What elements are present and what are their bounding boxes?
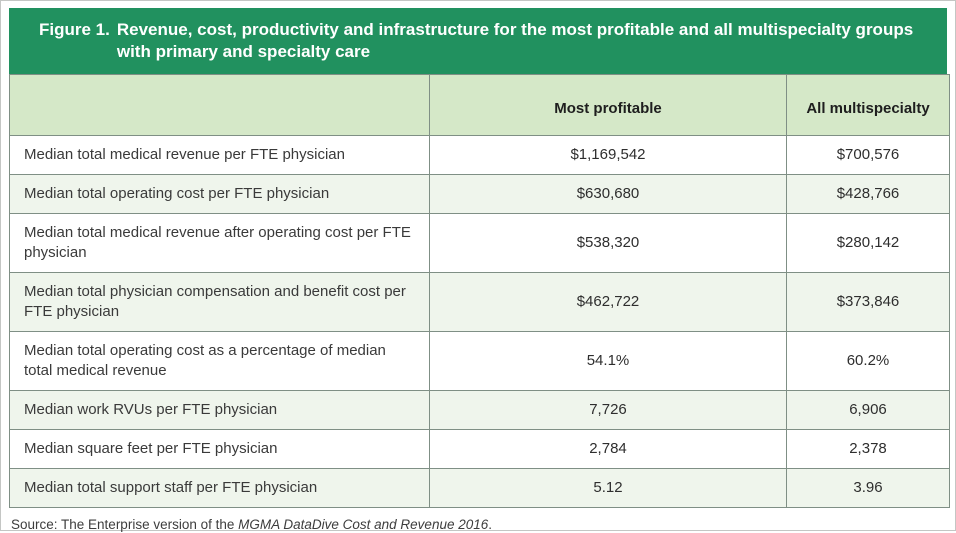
most-profitable-value: 2,784 (429, 429, 787, 469)
all-multispecialty-value: $700,576 (786, 135, 950, 175)
most-profitable-value: $462,722 (429, 272, 787, 332)
most-profitable-value: 7,726 (429, 390, 787, 430)
source-citation: MGMA DataDive Cost and Revenue 2016 (238, 517, 489, 532)
table-row: Median total medical revenue per FTE phy… (9, 135, 950, 175)
most-profitable-value: 5.12 (429, 468, 787, 508)
all-multispecialty-value: 6,906 (786, 390, 950, 430)
header-cell-all-multispecialty: All multispecialty (786, 74, 950, 136)
row-label: Median square feet per FTE physician (9, 429, 430, 469)
source-text: Source: The Enterprise version of the (11, 517, 239, 532)
source-period: . (488, 517, 493, 532)
figure-title-line2: with primary and specialty care (116, 42, 371, 61)
header-cell-metric (9, 74, 430, 136)
table-header: Most profitable All multispecialty (9, 74, 950, 136)
most-profitable-value: $538,320 (429, 213, 787, 273)
row-label: Median total medical revenue per FTE phy… (9, 135, 430, 175)
row-label: Median work RVUs per FTE physician (9, 390, 430, 430)
table-row: Median total support staff per FTE physi… (9, 468, 950, 508)
header-row: Most profitable All multispecialty (9, 74, 950, 136)
most-profitable-value: $1,169,542 (429, 135, 787, 175)
all-multispecialty-value: 3.96 (786, 468, 950, 508)
row-label: Median total physician compensation and … (9, 272, 430, 332)
figure-title-bar: Figure 1. Revenue, cost, productivity an… (9, 8, 947, 74)
table-row: Median total medical revenue after opera… (9, 213, 950, 273)
row-label: Median total operating cost per FTE phys… (9, 174, 430, 214)
figure-title: Revenue, cost, productivity and infrastr… (117, 19, 913, 63)
all-multispecialty-value: $373,846 (786, 272, 950, 332)
figure-number: Figure 1. (39, 20, 110, 39)
figure-table: Most profitable All multispecialty Media… (9, 74, 950, 508)
table-body: Median total medical revenue per FTE phy… (9, 135, 950, 508)
figure-title-line1: Revenue, cost, productivity and infrastr… (116, 20, 914, 39)
row-label: Median total operating cost as a percent… (9, 331, 430, 391)
all-multispecialty-value: $428,766 (786, 174, 950, 214)
all-multispecialty-value: $280,142 (786, 213, 950, 273)
most-profitable-value: $630,680 (429, 174, 787, 214)
table-row: Median total operating cost as a percent… (9, 331, 950, 391)
figure-1: Figure 1. Revenue, cost, productivity an… (9, 8, 950, 508)
table-row: Median square feet per FTE physician 2,7… (9, 429, 950, 469)
most-profitable-value: 54.1% (429, 331, 787, 391)
source-note: Source: The Enterprise version of the MG… (11, 516, 947, 533)
row-label: Median total support staff per FTE physi… (9, 468, 430, 508)
table-row: Median work RVUs per FTE physician 7,726… (9, 390, 950, 430)
all-multispecialty-value: 2,378 (786, 429, 950, 469)
all-multispecialty-value: 60.2% (786, 331, 950, 391)
table-row: Median total physician compensation and … (9, 272, 950, 332)
row-label: Median total medical revenue after opera… (9, 213, 430, 273)
table-row: Median total operating cost per FTE phys… (9, 174, 950, 214)
header-cell-most-profitable: Most profitable (429, 74, 787, 136)
